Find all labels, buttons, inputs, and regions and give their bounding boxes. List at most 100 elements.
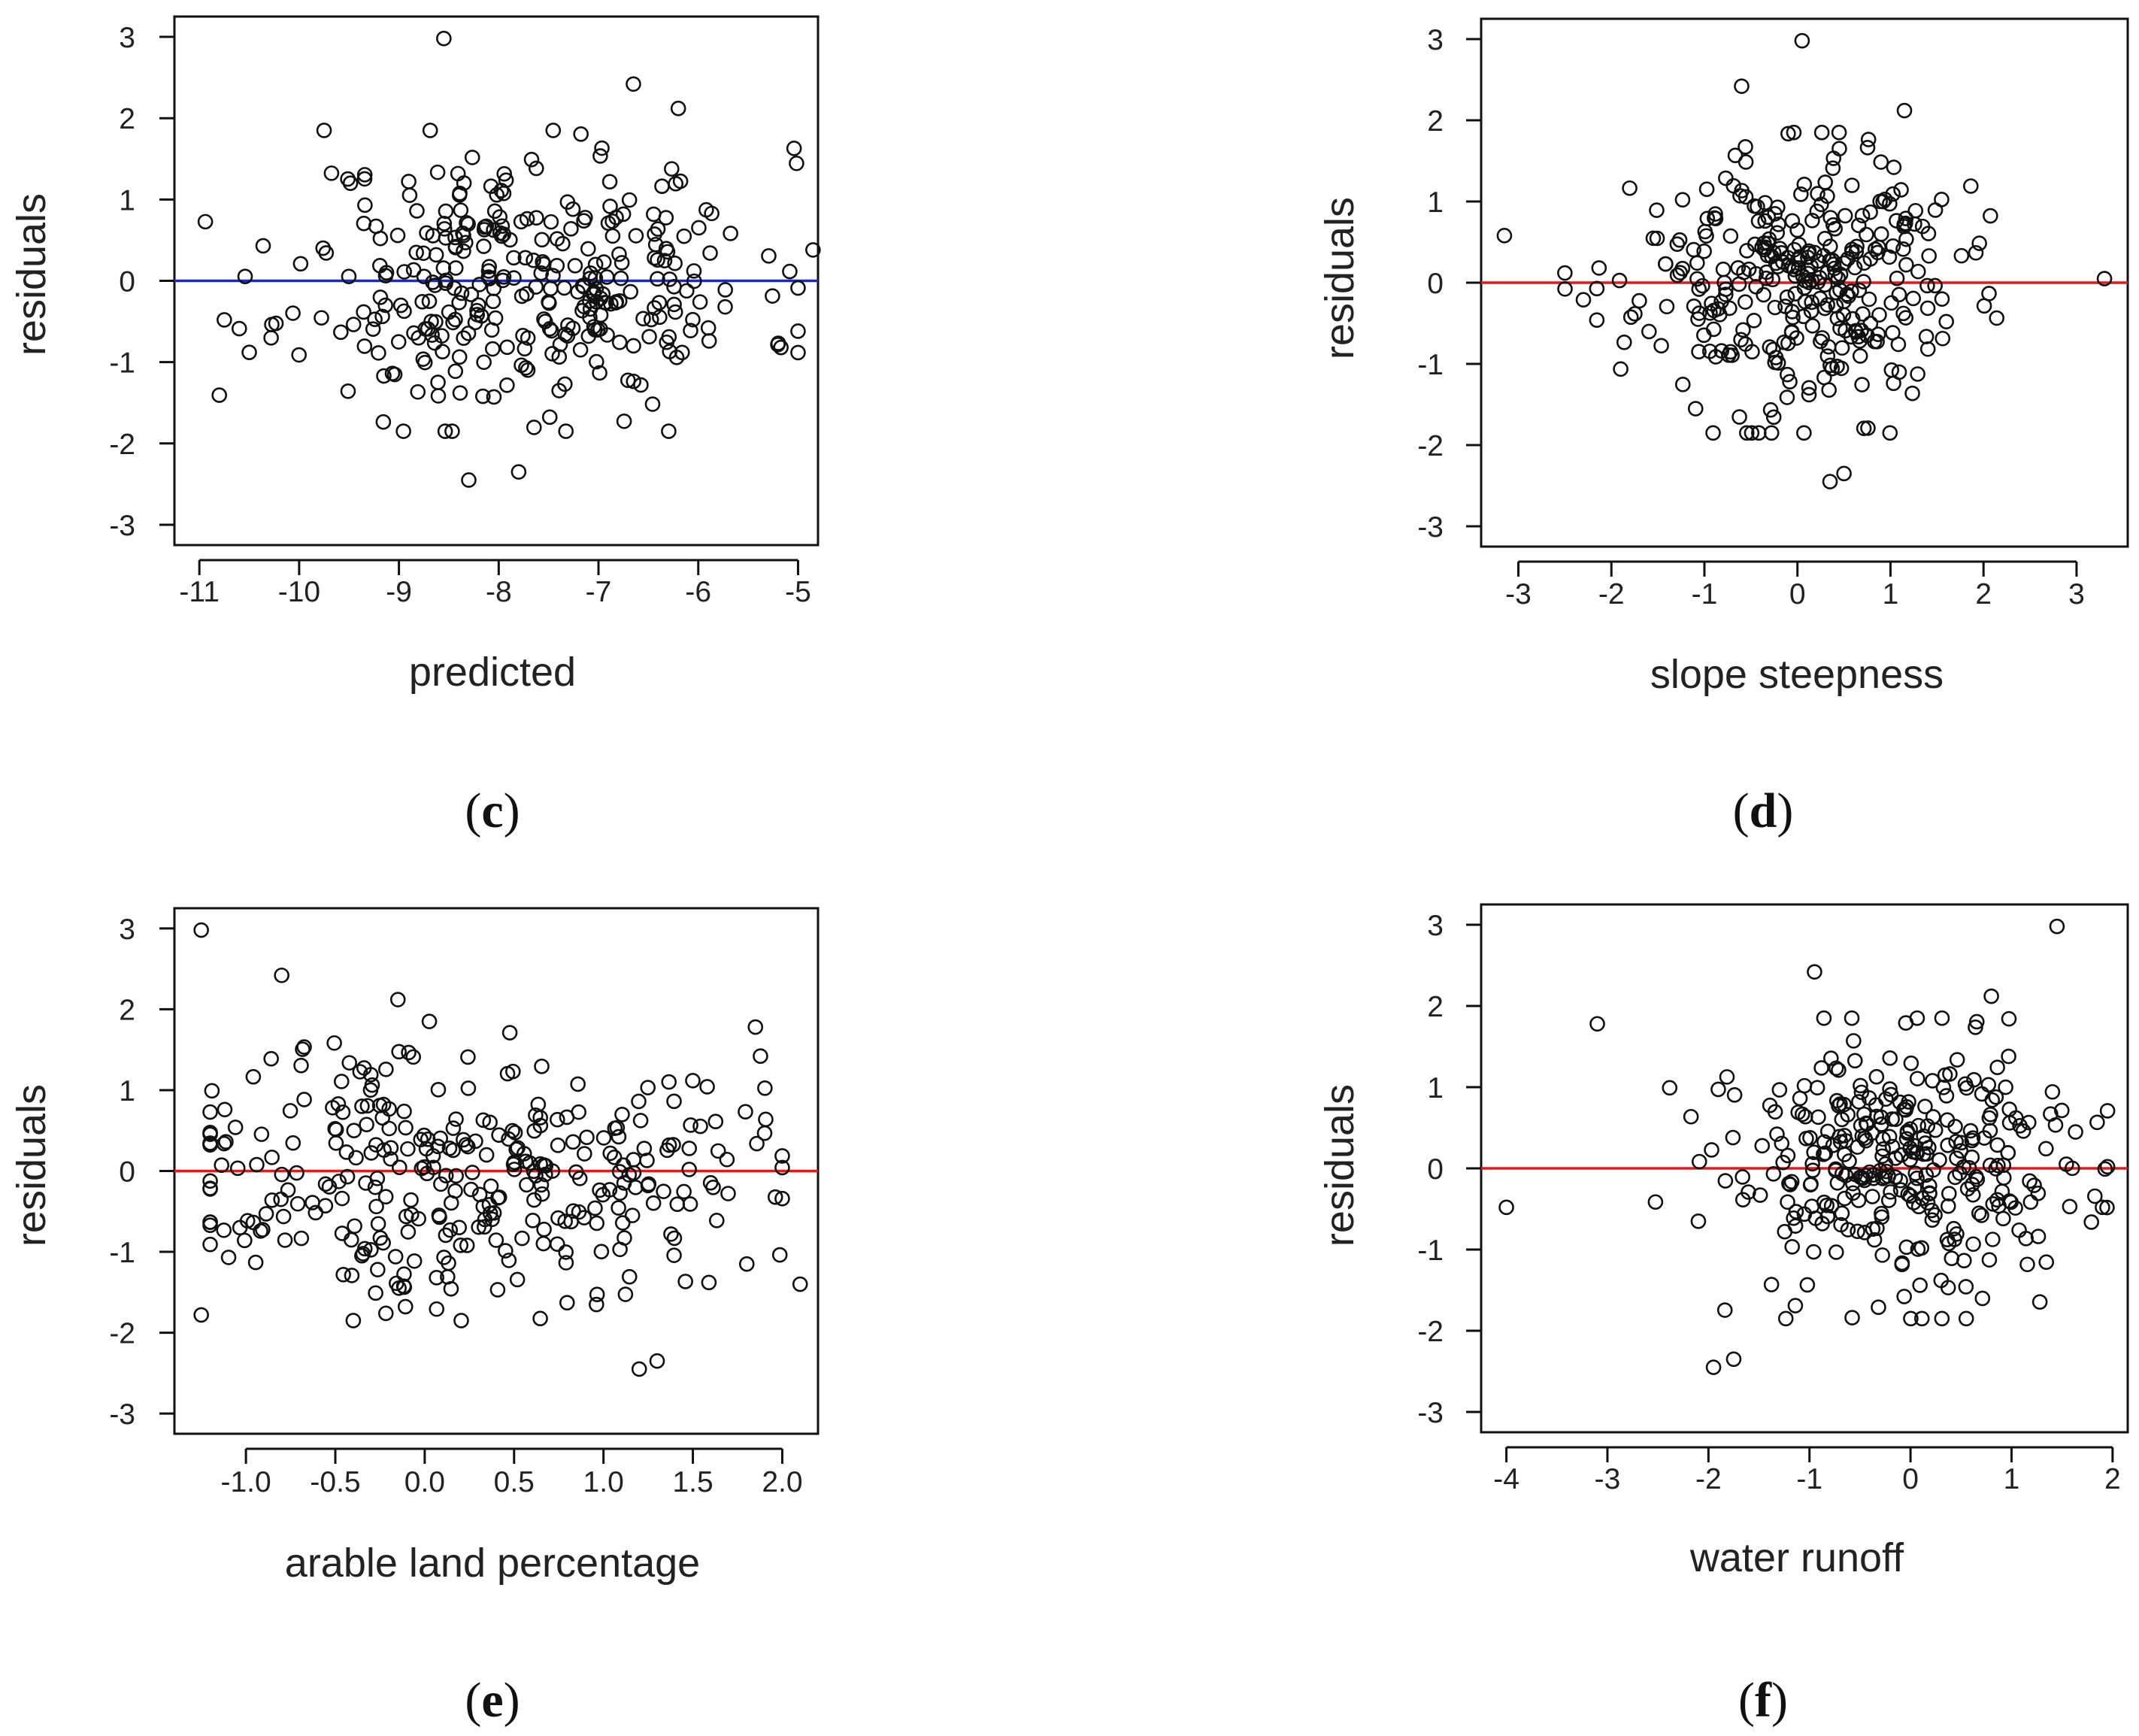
panel-c-data-point bbox=[551, 383, 567, 398]
panel-d-data-point bbox=[1696, 243, 1712, 259]
panel-f-data-point bbox=[1908, 1144, 1925, 1161]
panel-d-data-point bbox=[1971, 235, 1987, 251]
panel-f-data-point bbox=[1995, 1170, 2012, 1186]
panel-f-data-point bbox=[1874, 1148, 1890, 1165]
panel-e-data-point bbox=[317, 1198, 334, 1214]
panel-e-data-point bbox=[747, 1019, 764, 1035]
panel-e-data-point bbox=[448, 1111, 464, 1127]
panel-f-data-point bbox=[1948, 1134, 1964, 1150]
panel-f-data-point bbox=[1884, 1138, 1901, 1155]
panel-f-data-point bbox=[1922, 1177, 1938, 1194]
panel-c-data-point bbox=[452, 185, 468, 201]
panel-f-data-point bbox=[1956, 1159, 1971, 1175]
panel-d-data-point bbox=[1882, 195, 1898, 212]
panel-d-data-point bbox=[1784, 259, 1800, 274]
panel-d-data-point bbox=[1779, 366, 1795, 383]
panel-c-data-point bbox=[656, 253, 673, 268]
panel-d-data-point bbox=[1859, 140, 1876, 156]
panel-c-data-point bbox=[434, 328, 450, 344]
panel-c-data-point bbox=[371, 345, 386, 361]
panel-c-data-point bbox=[567, 258, 583, 274]
panel-e-data-point bbox=[274, 967, 289, 983]
panel-c-data-point bbox=[556, 280, 572, 296]
panel-e-data-point bbox=[229, 1160, 246, 1177]
panel-f-data-point bbox=[1981, 1110, 1998, 1126]
panel-e-data-point bbox=[774, 1159, 790, 1176]
panel-f-data-point bbox=[1823, 1198, 1840, 1214]
panel-d-data-point bbox=[1898, 231, 1914, 247]
panel-c-data-point bbox=[487, 310, 504, 326]
panel-e-data-point bbox=[202, 1180, 218, 1196]
panel-f-data-point bbox=[1705, 1359, 1722, 1375]
panel-e-data-point bbox=[661, 1074, 677, 1090]
panel-d-data-point bbox=[1767, 299, 1783, 316]
panel-e-data-point bbox=[391, 1044, 407, 1060]
panel-d-data-point bbox=[1918, 329, 1934, 344]
panel-e-data-point bbox=[601, 1182, 618, 1198]
panel-d-data-point bbox=[1882, 425, 1898, 441]
panel-c-data-point bbox=[456, 243, 471, 259]
panel-c-data-point bbox=[340, 383, 356, 399]
panel-f-data-point bbox=[1964, 1149, 1980, 1165]
panel-d-data-point bbox=[1748, 278, 1764, 295]
panel-f-data-point bbox=[1899, 1123, 1916, 1139]
panel-f-data-point bbox=[1833, 1216, 1849, 1233]
panel-f-data-point bbox=[2064, 1160, 2080, 1177]
panel-f-data-point bbox=[1825, 1138, 1841, 1153]
panel-d-data-point bbox=[1689, 255, 1705, 271]
panel-e-data-point bbox=[258, 1206, 274, 1222]
panel-e-data-point bbox=[425, 1147, 441, 1164]
panel-d-data-point bbox=[1696, 327, 1712, 344]
panel-d-data-point bbox=[1669, 236, 1686, 252]
panel-f-data-point bbox=[1881, 1129, 1898, 1145]
panel-e-data-point bbox=[459, 1238, 475, 1253]
panel-e-chart: residuals arable land percentage (e) -3 -… bbox=[9, 907, 820, 1728]
panel-c-data-point bbox=[604, 228, 621, 244]
panel-d-data-point bbox=[1963, 178, 1979, 194]
panel-e-data-point bbox=[202, 1173, 218, 1189]
panel-d-xtick-label: -3 bbox=[1505, 578, 1532, 610]
panel-f-data-point bbox=[1990, 1157, 2006, 1174]
panel-d-ytick-label: 1 bbox=[1427, 186, 1444, 219]
panel-f-data-point bbox=[2030, 1229, 2047, 1244]
panel-c-data-point bbox=[419, 225, 435, 241]
panel-c-data-point bbox=[430, 374, 446, 390]
panel-d-data-point bbox=[1695, 277, 1710, 294]
panel-c-data-point bbox=[555, 235, 571, 252]
panel-f-data-point bbox=[1844, 1310, 1860, 1325]
panel-e-data-point bbox=[406, 1253, 423, 1269]
panel-d-data-point bbox=[1756, 286, 1771, 303]
panel-f-xtick-label: -1 bbox=[1796, 1463, 1822, 1495]
panel-f-data-point bbox=[1935, 1080, 1952, 1095]
panel-c-data-point bbox=[789, 155, 804, 171]
panel-f-data-point bbox=[1941, 1186, 1957, 1201]
panel-c-data-point bbox=[445, 314, 461, 331]
panel-e-data-point bbox=[681, 1141, 698, 1156]
panel-d-data-point bbox=[1771, 217, 1786, 232]
panel-c-data-point bbox=[613, 270, 629, 286]
panel-f-data-point bbox=[2062, 1198, 2078, 1215]
panel-e-data-point bbox=[354, 1098, 370, 1114]
panel-e-data-point bbox=[374, 1110, 391, 1126]
panel-f-data-point bbox=[1690, 1213, 1707, 1229]
panel-d-data-point bbox=[1776, 334, 1792, 350]
panel-f-data-point bbox=[1998, 1079, 2013, 1095]
panel-d-data-point bbox=[2096, 271, 2113, 286]
panel-f-data-point bbox=[2049, 918, 2065, 935]
panel-e-data-point bbox=[401, 1044, 417, 1061]
panel-c-data-point bbox=[523, 151, 540, 168]
panel-c-data-point bbox=[356, 215, 372, 232]
panel-e-data-point bbox=[501, 1131, 517, 1147]
panel-d-xlabel: slope steepness bbox=[1650, 652, 1944, 697]
panel-c-data-point bbox=[414, 294, 430, 310]
panel-c-data-point bbox=[447, 229, 463, 246]
panel-f-data-point bbox=[1866, 1232, 1883, 1248]
panel-f-data-point bbox=[1940, 1138, 1956, 1153]
panel-d-data-point bbox=[1859, 226, 1874, 243]
panel-d-data-point bbox=[1877, 191, 1893, 208]
panel-c-data-point bbox=[396, 303, 412, 320]
panel-d-data-point bbox=[1871, 307, 1887, 323]
panel-c-data-point bbox=[408, 244, 424, 261]
panel-d-data-point bbox=[1589, 280, 1605, 297]
panel-c-data-point bbox=[430, 388, 447, 404]
